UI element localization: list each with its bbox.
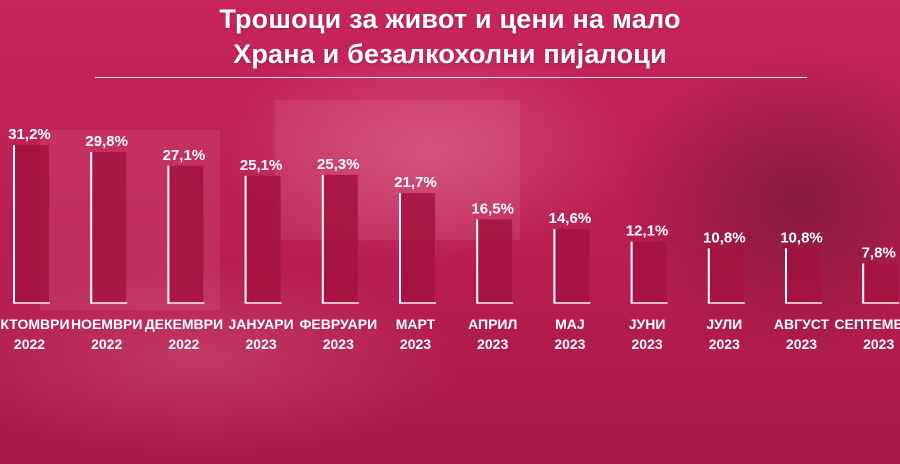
bar-baseline-1 <box>13 302 50 304</box>
data-label-2: 29,8% <box>85 133 128 150</box>
bar-edge-3 <box>167 165 170 303</box>
x-tick-label-10-year: 2023 <box>709 336 740 352</box>
bar-3 <box>168 165 204 303</box>
title-divider <box>95 77 807 78</box>
bar-edge-8 <box>553 229 556 303</box>
x-tick-label-9-year: 2023 <box>632 336 663 352</box>
bar-baseline-10 <box>707 302 745 304</box>
bar-baseline-4 <box>244 302 282 304</box>
data-label-4: 25,1% <box>240 157 283 174</box>
data-label-1: 31,2% <box>8 126 51 143</box>
x-tick-label-1-month: ОКТОМВРИ <box>0 316 70 332</box>
bar-edge-1 <box>13 145 15 303</box>
data-label-3: 27,1% <box>163 147 206 164</box>
bar-8 <box>554 229 590 303</box>
x-tick-label-12-year: 2023 <box>863 336 894 352</box>
data-label-11: 10,8% <box>780 229 823 246</box>
chart-title-line-2: Храна и безалкохолни пијалоци <box>233 39 667 69</box>
x-tick-label-11-year: 2023 <box>786 336 817 352</box>
bar-edge-6 <box>399 193 401 303</box>
x-tick-label-3-year: 2022 <box>168 336 199 352</box>
bar-2 <box>91 152 127 303</box>
chart-title: Трошоци за живот и цени на мало Храна и … <box>0 2 900 72</box>
bar-edge-9 <box>630 241 633 303</box>
bar-baseline-5 <box>321 302 359 304</box>
x-tick-label-12-month: СЕПТЕМВРИ <box>834 316 900 332</box>
data-label-6: 21,7% <box>394 174 437 191</box>
bar-9 <box>631 241 667 303</box>
x-tick-label-3-month: ДЕКЕМВРИ <box>145 316 223 332</box>
chart-title-line-1: Трошоци за живот и цени на мало <box>219 4 681 34</box>
bar-baseline-7 <box>476 302 514 304</box>
x-tick-label-6-month: МАРТ <box>396 316 436 332</box>
bar-12 <box>863 263 899 303</box>
bar-baseline-11 <box>785 302 822 304</box>
bar-baseline-6 <box>399 302 436 304</box>
x-tick-label-8-year: 2023 <box>554 336 585 352</box>
data-label-7: 16,5% <box>471 200 514 217</box>
bar-1 <box>14 145 49 303</box>
bar-edge-5 <box>321 174 324 303</box>
x-tick-label-7-year: 2023 <box>477 336 508 352</box>
bar-edge-10 <box>707 248 710 303</box>
bar-11 <box>786 248 821 303</box>
x-tick-label-7-month: АПРИЛ <box>468 316 517 332</box>
bar-edge-12 <box>862 263 865 303</box>
x-tick-label-4-year: 2023 <box>246 336 277 352</box>
x-tick-label-2-month: НОЕМВРИ <box>71 316 143 332</box>
bar-baseline-9 <box>630 302 668 304</box>
bar-edge-4 <box>244 175 247 303</box>
x-tick-label-1-year: 2022 <box>14 336 45 352</box>
x-tick-label-6-year: 2023 <box>400 336 431 352</box>
x-tick-label-2-year: 2022 <box>91 336 122 352</box>
background-shelf <box>275 100 520 240</box>
x-tick-label-11-month: АВГУСТ <box>774 316 830 332</box>
bar-edge-7 <box>476 219 479 303</box>
data-label-9: 12,1% <box>626 223 669 240</box>
bar-edge-2 <box>90 152 93 303</box>
x-tick-label-5-year: 2023 <box>323 336 354 352</box>
x-tick-label-10-month: ЈУЛИ <box>706 316 742 332</box>
x-tick-label-9-month: ЈУНИ <box>629 316 666 332</box>
data-label-5: 25,3% <box>317 156 360 173</box>
bar-baseline-12 <box>862 302 900 304</box>
x-tick-label-8-month: МАЈ <box>555 316 585 332</box>
bar-baseline-3 <box>167 302 205 304</box>
data-label-12: 7,8% <box>862 245 896 262</box>
bar-baseline-2 <box>90 302 128 304</box>
x-tick-label-4-month: ЈАНУАРИ <box>229 316 294 332</box>
data-label-10: 10,8% <box>703 229 746 246</box>
bar-7 <box>477 219 513 303</box>
bar-6 <box>400 193 435 303</box>
bar-5 <box>322 174 358 303</box>
bar-10 <box>708 248 744 303</box>
bar-4 <box>245 175 281 303</box>
bar-baseline-8 <box>553 302 591 304</box>
x-tick-label-5-month: ФЕВРУАРИ <box>299 316 377 332</box>
bar-edge-11 <box>785 248 787 303</box>
data-label-8: 14,6% <box>549 210 592 227</box>
